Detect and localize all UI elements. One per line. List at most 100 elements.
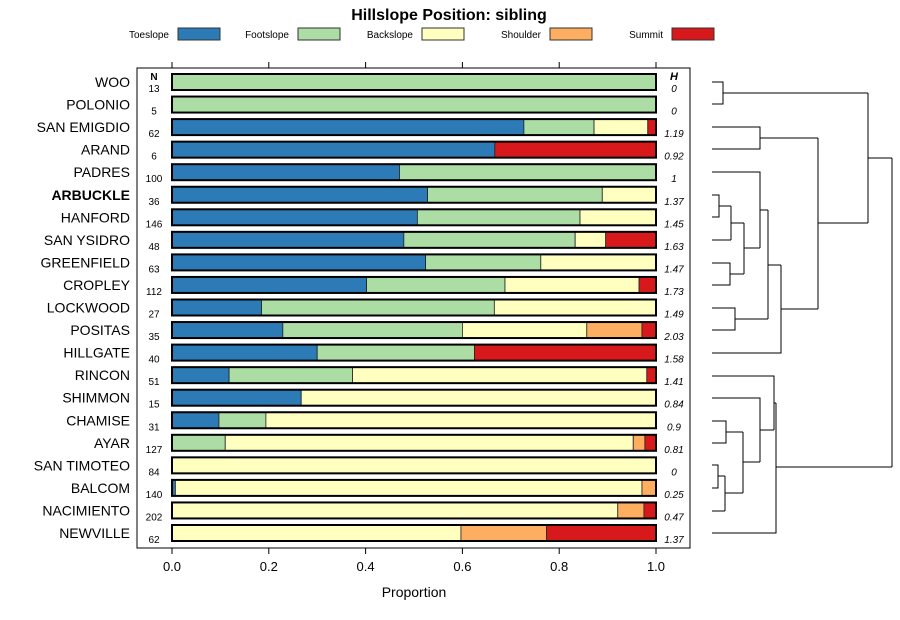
row-h-value: 0.9 — [667, 422, 681, 433]
row-label: ARBUCKLE — [51, 187, 130, 203]
bar-segment-footslope — [523, 118, 595, 136]
bar-outline — [171, 298, 657, 317]
row-n-value: 112 — [146, 287, 162, 298]
bar-segment-summit — [643, 502, 657, 519]
row-n-value: 51 — [148, 377, 160, 388]
bar-row: RINCON 51 1.41 — [75, 366, 684, 388]
bar-segment-footslope — [399, 163, 657, 181]
legend-swatch-footslope — [297, 27, 341, 41]
bar-outline — [171, 501, 657, 520]
bar-row: WOO 13 0 — [95, 73, 677, 95]
bar-segment-toeslope — [171, 163, 400, 181]
row-n-value: 202 — [146, 512, 163, 523]
row-h-value: 1 — [671, 174, 677, 185]
bar-segment-footslope — [282, 321, 463, 339]
row-h-value: 0 — [671, 84, 677, 95]
legend-label-toeslope: Toeslope — [129, 30, 169, 41]
bar-segment-summit — [646, 366, 657, 384]
bar-segment-toeslope — [171, 344, 318, 362]
legend-label-shoulder: Shoulder — [501, 30, 542, 41]
row-h-value: 1.49 — [664, 310, 684, 321]
bar-outline — [171, 140, 657, 159]
legend-swatch-shoulder — [549, 27, 593, 41]
bar-segment-shoulder — [586, 321, 643, 339]
bar-row: SAN YSIDRO 48 1.63 — [44, 230, 684, 253]
bar-row: LOCKWOOD 27 1.49 — [47, 298, 684, 321]
bar-row: SAN EMIGDIO 62 1.19 — [37, 118, 684, 140]
bar-outline — [171, 388, 657, 407]
x-tick-label: 0.6 — [453, 559, 471, 574]
row-n-value: 63 — [148, 264, 160, 275]
bar-segment-toeslope — [171, 389, 302, 407]
bar-segment-toeslope — [171, 299, 262, 316]
bar-outline — [171, 95, 657, 114]
x-tick-label: 0.0 — [163, 559, 181, 574]
bar-segment-footslope — [427, 186, 603, 204]
row-n-value: 13 — [148, 84, 160, 95]
bar-outline — [171, 478, 657, 497]
x-axis-label: Proportion — [382, 584, 447, 600]
bar-segment-footslope — [366, 276, 506, 294]
row-n-value: 62 — [148, 129, 160, 140]
bar-segment-backslope — [504, 276, 640, 294]
bar-segment-footslope — [425, 253, 542, 271]
row-h-value: 1.37 — [664, 535, 684, 546]
x-axis: 0.0 0.2 0.4 0.6 0.8 1.0 — [163, 62, 665, 574]
bar-segment-toeslope — [171, 141, 496, 159]
bar-segment-shoulder — [617, 502, 645, 519]
bar-segment-backslope — [265, 411, 657, 429]
legend-label-backslope: Backslope — [367, 30, 414, 41]
bar-outline — [171, 73, 657, 91]
bar-outline — [171, 208, 657, 227]
bar-row: BALCOM 140 0.25 — [71, 478, 684, 501]
bar-outline — [171, 456, 657, 475]
bar-segment-backslope — [174, 479, 643, 497]
row-n-value: 127 — [146, 445, 163, 456]
bar-outline — [171, 118, 657, 137]
row-label: WOO — [95, 74, 130, 90]
x-tick-label: 0.2 — [260, 559, 278, 574]
bar-row: HANFORD 146 1.45 — [61, 208, 684, 230]
bar-segment-footslope — [228, 366, 353, 384]
row-n-value: 48 — [148, 242, 160, 253]
dendrogram — [712, 81, 893, 534]
row-n-value: 5 — [151, 107, 157, 118]
bar-outline — [171, 275, 657, 294]
bar-segment-summit — [638, 276, 657, 294]
legend-swatch-summit — [671, 27, 715, 41]
bar-segment-backslope — [540, 253, 657, 271]
row-label: SAN YSIDRO — [44, 232, 130, 248]
row-h-value: 1.45 — [664, 219, 684, 230]
bar-row: SAN TIMOTEO 84 0 — [34, 456, 677, 478]
n-column-header: N — [150, 72, 157, 83]
x-tick-label: 1.0 — [647, 559, 665, 574]
bar-segment-backslope — [461, 321, 588, 339]
row-label: POSITAS — [70, 322, 130, 338]
bar-outline — [171, 163, 657, 182]
row-n-value: 15 — [148, 400, 160, 411]
bar-segment-toeslope — [171, 366, 230, 384]
bar-segment-backslope — [579, 208, 657, 226]
row-h-value: 0.84 — [664, 400, 684, 411]
bar-segment-backslope — [171, 456, 657, 474]
row-h-value: 0.25 — [664, 490, 684, 501]
bar-outline — [171, 433, 657, 452]
bar-segment-toeslope — [171, 208, 418, 226]
legend-label-summit: Summit — [629, 30, 663, 41]
bar-segment-toeslope — [171, 253, 427, 271]
row-n-value: 62 — [148, 535, 160, 546]
bar-segment-toeslope — [171, 411, 220, 429]
row-h-value: 1.47 — [664, 264, 684, 275]
row-n-value: 84 — [148, 467, 160, 478]
legend: Toeslope Footslope Backslope Shoulder Summit — [129, 27, 715, 41]
bar-segment-backslope — [593, 118, 649, 136]
bar-row: NACIMIENTO 202 0.47 — [42, 501, 684, 523]
bar-row: PADRES 100 1 — [73, 163, 677, 185]
row-label: SAN EMIGDIO — [37, 119, 130, 135]
bar-row: HILLGATE 40 1.58 — [63, 343, 684, 366]
plot-panel — [136, 67, 691, 549]
bar-outline — [171, 185, 657, 204]
bar-row: ARAND 6 0.92 — [81, 140, 684, 163]
bar-segment-summit — [641, 321, 657, 339]
